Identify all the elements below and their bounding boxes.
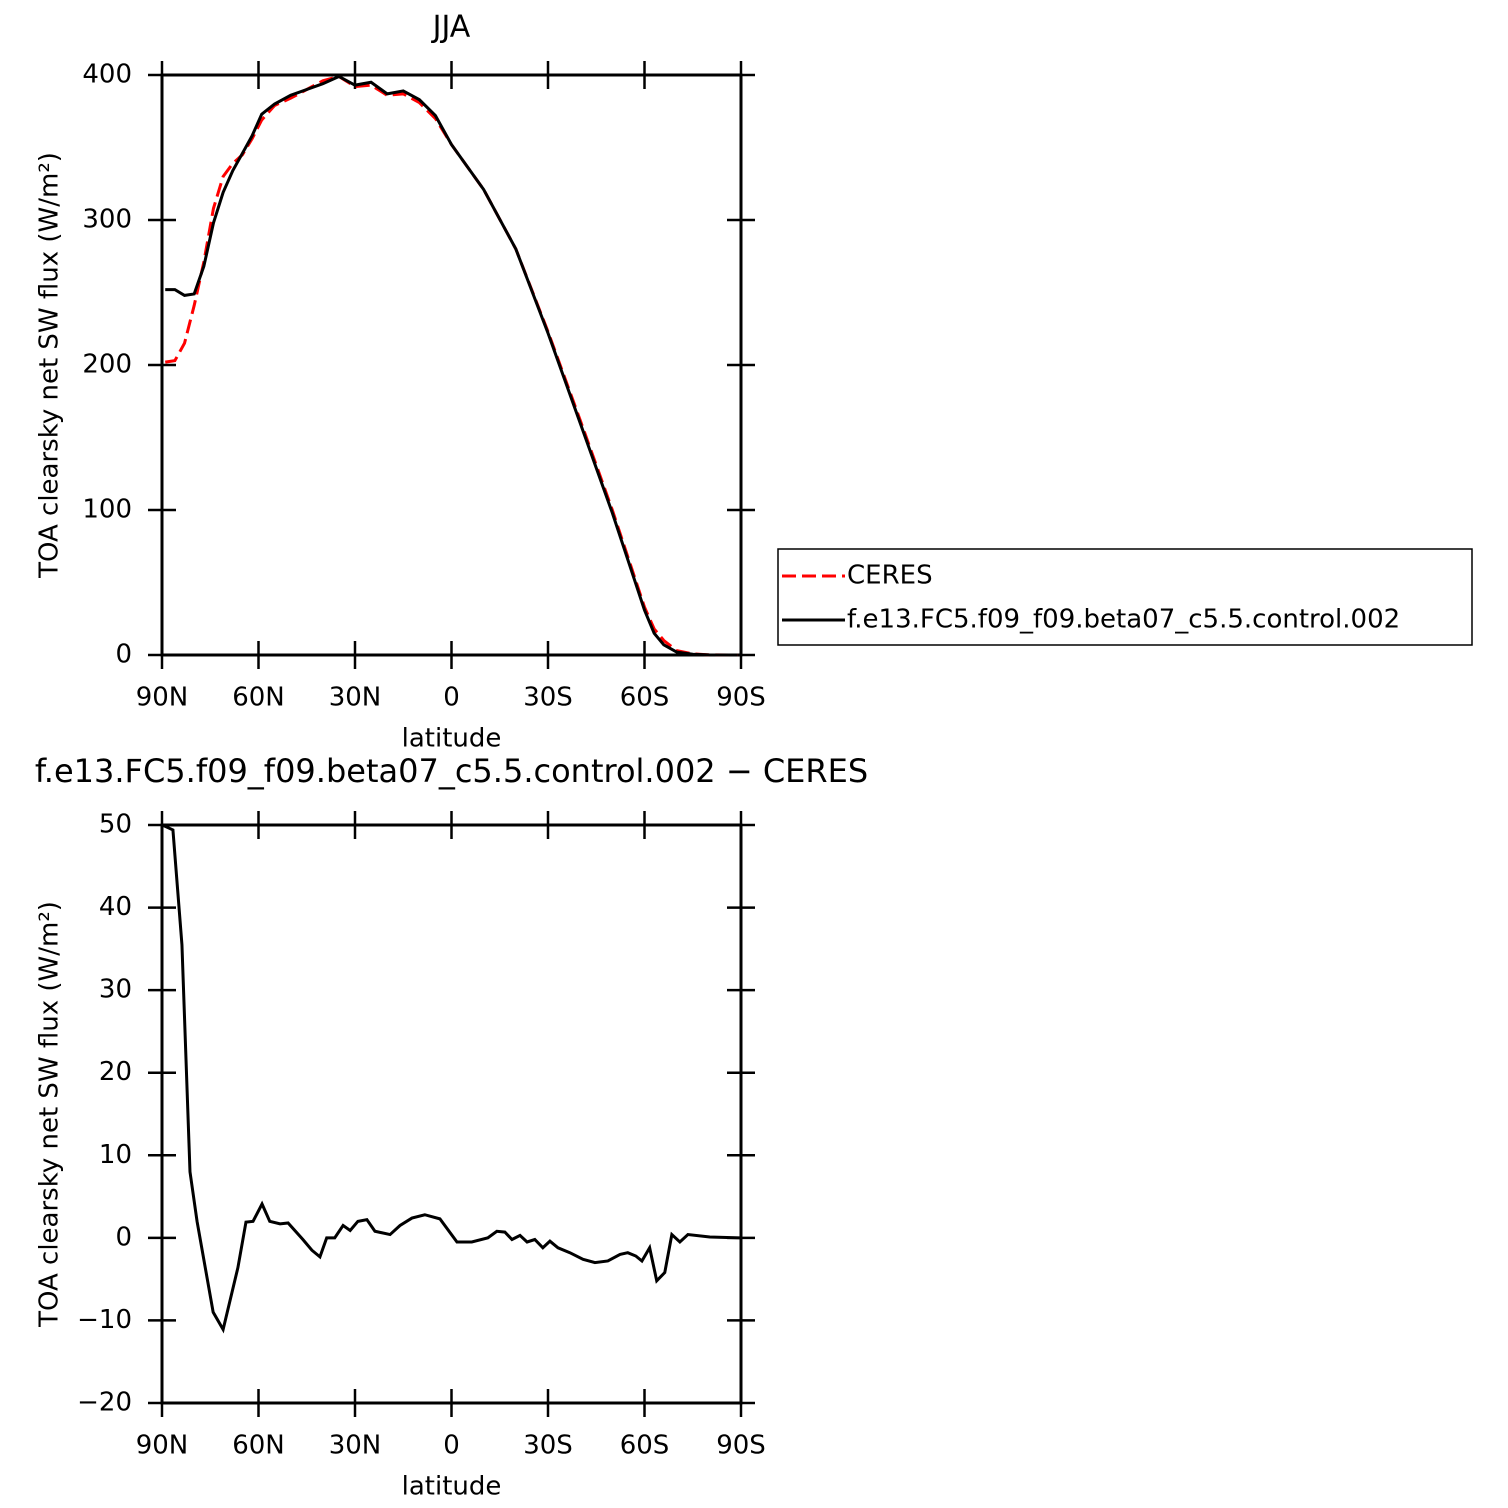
- legend-label: f.e13.FC5.f09_f09.beta07_c5.5.control.00…: [847, 605, 1400, 635]
- y-tick-label: −10: [77, 1305, 132, 1335]
- x-tick-label: 30S: [523, 1431, 573, 1461]
- plot-frame: [160, 823, 743, 1405]
- data-line: [161, 823, 740, 1334]
- x-tick-label: 60N: [232, 1431, 285, 1461]
- x-tick-label: 90S: [716, 683, 766, 713]
- x-axis-label: latitude: [402, 724, 502, 754]
- y-tick-label: 30: [99, 975, 132, 1005]
- x-tick-label: 60S: [620, 1431, 670, 1461]
- x-tick-label: 30S: [523, 683, 573, 713]
- x-axis-label: latitude: [402, 1472, 502, 1502]
- x-tick-label: 30N: [329, 1431, 382, 1461]
- y-tick-label: 0: [115, 1222, 132, 1252]
- y-tick-label: 300: [82, 205, 132, 235]
- legend-box: [777, 548, 1473, 646]
- y-tick-label: 0: [115, 640, 132, 670]
- x-tick-label: 90N: [136, 683, 189, 713]
- y-tick-label: 20: [99, 1057, 132, 1087]
- legend-label: CERES: [847, 561, 933, 591]
- x-tick-label: 90S: [716, 1431, 766, 1461]
- y-tick-label: 50: [99, 810, 132, 840]
- y-axis-label: TOA clearsky net SW flux (W/m²): [35, 901, 65, 1328]
- data-line: [165, 74, 738, 657]
- x-tick-label: 90N: [136, 1431, 189, 1461]
- x-tick-label: 60S: [620, 683, 670, 713]
- x-tick-label: 30N: [329, 683, 382, 713]
- y-tick-label: 100: [82, 495, 132, 525]
- y-tick-label: −20: [77, 1388, 132, 1418]
- y-axis-label: TOA clearsky net SW flux (W/m²): [35, 152, 65, 579]
- plot-frame: [160, 73, 743, 657]
- chart-title: f.e13.FC5.f09_f09.beta07_c5.5.control.00…: [35, 752, 868, 790]
- y-tick-label: 400: [82, 60, 132, 90]
- y-tick-label: 200: [82, 350, 132, 380]
- chart-title: JJA: [431, 10, 471, 45]
- x-tick-label: 0: [443, 1431, 460, 1461]
- y-tick-label: 40: [99, 892, 132, 922]
- x-tick-label: 60N: [232, 683, 285, 713]
- data-line: [164, 74, 738, 657]
- x-tick-label: 0: [443, 683, 460, 713]
- y-tick-label: 10: [99, 1140, 132, 1170]
